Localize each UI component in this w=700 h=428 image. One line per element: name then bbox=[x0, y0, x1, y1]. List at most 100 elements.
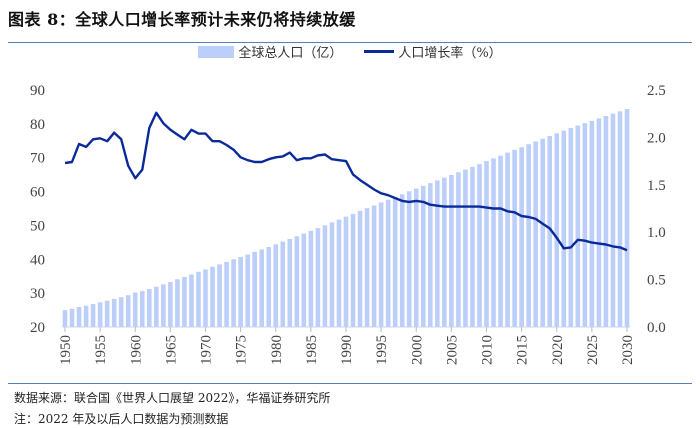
population-bar bbox=[589, 120, 595, 327]
population-bar bbox=[245, 254, 250, 327]
right-axis-tick: 2.5 bbox=[647, 83, 666, 99]
title-divider bbox=[8, 42, 692, 43]
population-bar bbox=[139, 291, 145, 327]
population-bar bbox=[357, 210, 363, 327]
footnote: 注：2022 年及以后人口数据为预测数据 bbox=[14, 412, 229, 426]
population-bar bbox=[470, 166, 475, 327]
population-bar bbox=[428, 183, 433, 327]
chart-title: 图表 8：全球人口增长率预计未来仍将持续放缓 bbox=[8, 10, 356, 29]
population-bar bbox=[231, 259, 236, 327]
population-bar bbox=[449, 174, 454, 327]
population-bar bbox=[343, 216, 349, 327]
population-bar bbox=[435, 180, 440, 327]
population-bar bbox=[154, 286, 159, 327]
population-bar bbox=[336, 219, 342, 327]
population-bar bbox=[505, 152, 510, 327]
population-bar bbox=[392, 196, 398, 327]
population-bar bbox=[463, 169, 468, 327]
x-axis-tick: 1950 bbox=[58, 335, 74, 365]
population-bar bbox=[603, 116, 609, 327]
legend-population: 全球总人口（亿） bbox=[238, 46, 343, 61]
population-bar bbox=[203, 269, 208, 327]
population-bar bbox=[526, 144, 531, 327]
left-axis-tick: 30 bbox=[30, 286, 45, 302]
x-axis-tick: 2025 bbox=[585, 335, 601, 365]
x-axis-tick: 2030 bbox=[620, 335, 636, 365]
x-axis-tick: 1960 bbox=[128, 335, 144, 365]
legend-line-swatch bbox=[364, 50, 395, 53]
left-axis-tick: 20 bbox=[30, 320, 45, 336]
population-bar bbox=[413, 188, 419, 327]
population-bar bbox=[294, 236, 300, 327]
legend: 全球总人口（亿） 人口增长率（%） bbox=[0, 42, 700, 61]
left-axis-tick: 60 bbox=[30, 185, 45, 201]
population-bar bbox=[484, 161, 489, 327]
population-bar bbox=[147, 289, 152, 327]
population-bar bbox=[512, 149, 517, 327]
population-bar bbox=[322, 225, 328, 327]
x-axis-tick: 1955 bbox=[93, 335, 109, 365]
population-bar bbox=[533, 141, 538, 327]
right-axis-tick: 0.5 bbox=[647, 273, 666, 289]
population-bar bbox=[189, 274, 194, 327]
population-bar bbox=[97, 302, 103, 327]
population-bar bbox=[69, 308, 75, 327]
population-bar bbox=[301, 233, 307, 327]
population-bar bbox=[196, 271, 201, 327]
population-bar bbox=[308, 230, 314, 327]
population-bar bbox=[217, 264, 222, 327]
population-bar bbox=[540, 138, 545, 327]
population-bar bbox=[118, 297, 124, 327]
right-axis-tick: 2.0 bbox=[647, 130, 666, 146]
population-bar bbox=[280, 241, 286, 327]
x-axis-tick: 1970 bbox=[199, 335, 215, 365]
left-axis-tick: 40 bbox=[30, 252, 45, 268]
x-axis-tick: 1995 bbox=[374, 335, 390, 365]
population-bar bbox=[378, 202, 384, 327]
x-axis-tick: 2015 bbox=[515, 335, 531, 365]
x-axis-tick: 2005 bbox=[444, 335, 460, 365]
population-bar bbox=[554, 133, 560, 327]
population-bar bbox=[617, 111, 623, 327]
x-axis-tick: 2020 bbox=[550, 335, 566, 365]
population-bar bbox=[498, 155, 503, 327]
source-note: 数据来源：联合国《世界人口展望 2022》，华福证券研究所 bbox=[14, 391, 331, 405]
population-bar bbox=[287, 238, 293, 327]
population-bar bbox=[210, 266, 215, 327]
left-axis-tick: 70 bbox=[30, 151, 45, 167]
population-bar bbox=[266, 247, 272, 327]
population-bar bbox=[442, 177, 447, 327]
population-bar bbox=[62, 310, 68, 327]
x-axis-tick: 1985 bbox=[304, 335, 320, 365]
right-axis-tick: 1.0 bbox=[647, 225, 666, 241]
legend-bar-swatch bbox=[198, 45, 235, 58]
population-bar bbox=[132, 292, 138, 327]
left-axis-tick: 50 bbox=[30, 218, 45, 234]
population-bar bbox=[371, 205, 377, 327]
footer-divider bbox=[8, 383, 692, 384]
population-bar bbox=[273, 244, 279, 327]
population-bar bbox=[519, 147, 524, 327]
right-axis-tick: 0.0 bbox=[647, 320, 666, 336]
population-bar bbox=[315, 228, 321, 327]
population-bar bbox=[385, 199, 391, 327]
x-axis-tick: 2010 bbox=[480, 335, 496, 365]
legend-growth-rate: 人口增长率（%） bbox=[398, 46, 502, 61]
population-bar bbox=[161, 284, 166, 327]
population-bar bbox=[252, 251, 257, 327]
x-axis-tick: 1990 bbox=[339, 335, 355, 365]
x-axis-tick: 2000 bbox=[409, 335, 425, 365]
x-axis-tick: 1980 bbox=[269, 335, 285, 365]
population-bar bbox=[596, 118, 602, 327]
population-bar bbox=[364, 208, 370, 327]
population-bar bbox=[561, 130, 567, 327]
population-bar bbox=[420, 185, 426, 327]
population-bar bbox=[83, 305, 89, 327]
population-bar bbox=[329, 222, 335, 327]
population-bar bbox=[568, 127, 574, 327]
population-bar bbox=[399, 194, 405, 327]
population-bar bbox=[182, 276, 187, 327]
population-bar bbox=[491, 158, 496, 327]
population-bar bbox=[224, 261, 229, 327]
population-bar bbox=[238, 256, 243, 327]
